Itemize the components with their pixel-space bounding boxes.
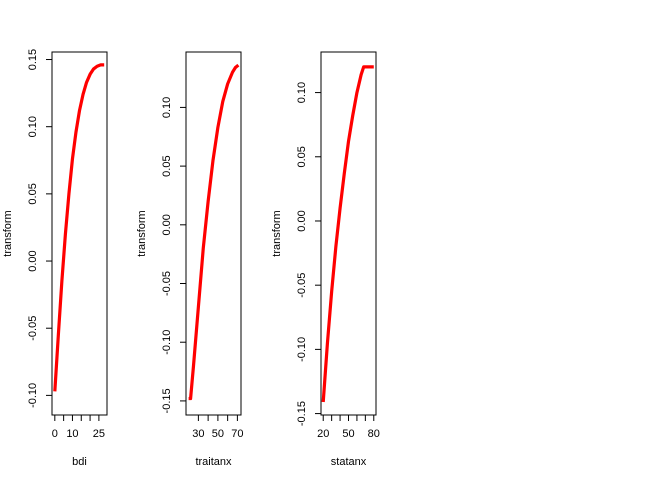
series-line: [188, 63, 240, 401]
y-tick-label: 0.15: [27, 49, 39, 70]
y-tick-label: -0.15: [296, 401, 308, 426]
y-tick-label: 0.05: [161, 155, 173, 176]
y-tick-label: 0.00: [296, 210, 308, 231]
y-tick-label: -0.05: [27, 316, 39, 341]
y-tick-label: -0.05: [161, 271, 173, 296]
x-tick-label: 0: [52, 428, 58, 440]
y-axis-title: transform: [2, 210, 14, 256]
y-tick-label: -0.10: [296, 337, 308, 362]
y-tick-label: 0.00: [27, 250, 39, 271]
y-tick-label: 0.05: [296, 146, 308, 167]
panel-traitanx: 30 50 70 -0.15 -0.10 -0.05 0.00 0.05 0.10 traitan…: [136, 51, 244, 468]
x-axis-title: bdi: [72, 456, 87, 468]
series-line: [53, 63, 105, 392]
y-tick-label: -0.15: [161, 388, 173, 413]
y-tick-label: 0.05: [27, 183, 39, 204]
x-axis-title: traitanx: [195, 456, 232, 468]
x-tick-label: 10: [66, 428, 78, 440]
y-axis-title: transform: [136, 210, 148, 256]
y-tick-label: -0.10: [161, 330, 173, 355]
x-axis-title: statanx: [331, 456, 367, 468]
y-tick-label: -0.05: [296, 273, 308, 298]
y-tick-label: 0.10: [161, 97, 173, 118]
y-axis-title: transform: [271, 210, 283, 256]
panel-statanx: 20 50 80 -0.15 -0.10 -0.05 0.00 0.05 0.10 statanx…: [271, 51, 380, 468]
x-tick-label: 80: [368, 428, 380, 440]
x-tick-label: 20: [317, 428, 329, 440]
x-tick-label: 50: [342, 428, 354, 440]
y-tick-label: 0.10: [27, 116, 39, 137]
series-line: [321, 65, 374, 403]
x-tick-label: 25: [93, 428, 105, 440]
x-tick-label: 30: [192, 428, 204, 440]
y-tick-label: 0.10: [296, 82, 308, 103]
x-tick-label: 70: [231, 428, 243, 440]
plot-frame: [320, 51, 377, 416]
panel-bdi: 0 10 25 -0.10 -0.05 0.00 0.05 0.10 0.15 bdi transf…: [2, 49, 108, 468]
y-tick-label: 0.00: [161, 214, 173, 235]
y-tick-label: -0.10: [27, 383, 39, 408]
x-tick-label: 50: [212, 428, 224, 440]
